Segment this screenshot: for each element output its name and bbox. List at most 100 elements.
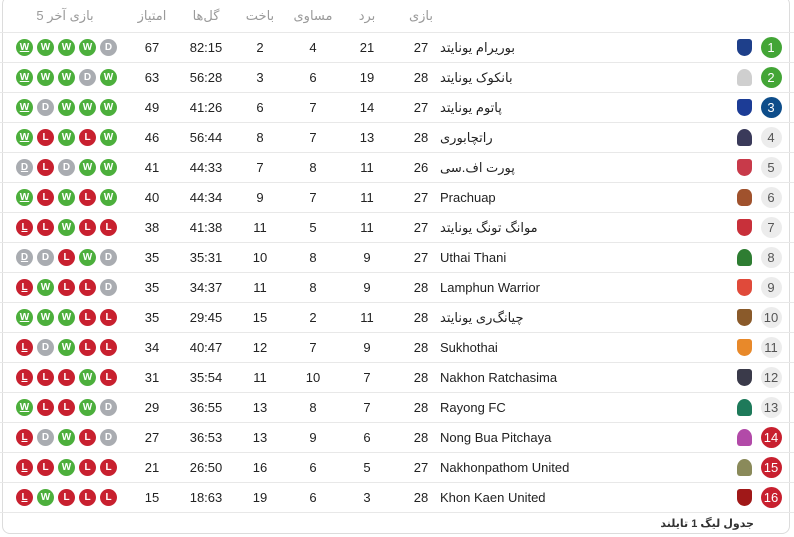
form-badge-win[interactable]: W: [37, 39, 54, 56]
form-badge-loss[interactable]: L: [100, 339, 117, 356]
form-badge-loss[interactable]: L: [58, 489, 75, 506]
team-name[interactable]: پاتوم یونایتد: [440, 99, 502, 115]
form-badge-draw[interactable]: D: [100, 429, 117, 446]
form-badge-loss[interactable]: L: [37, 459, 54, 476]
form-badge-loss[interactable]: L: [79, 459, 96, 476]
header-goals[interactable]: گل‌ها: [192, 8, 220, 23]
header-points[interactable]: امتیاز: [137, 8, 167, 23]
team-name-cell[interactable]: Sukhothai: [440, 333, 730, 362]
form-badge-draw[interactable]: D: [79, 69, 96, 86]
team-name-cell[interactable]: Nakhonpathom United: [440, 453, 730, 482]
form-badge-win[interactable]: W: [79, 399, 96, 416]
team-name[interactable]: موانگ تونگ یونایتد: [440, 219, 538, 235]
form-badge-win[interactable]: W: [37, 309, 54, 326]
form-badge-win[interactable]: W: [16, 189, 33, 206]
form-badge-loss[interactable]: L: [16, 429, 33, 446]
form-badge-draw[interactable]: D: [37, 429, 54, 446]
team-name[interactable]: Rayong FC: [440, 400, 506, 415]
header-played[interactable]: بازی: [408, 8, 434, 23]
form-badge-win[interactable]: W: [79, 159, 96, 176]
form-badge-loss[interactable]: L: [58, 249, 75, 266]
form-badge-win[interactable]: W: [16, 69, 33, 86]
team-name-cell[interactable]: پورت اف.سی: [440, 153, 730, 182]
form-badge-win[interactable]: W: [79, 99, 96, 116]
table-row[interactable]: 4 راتچابوری 28 13 7 8 56:44 46 W L W L W: [0, 123, 794, 153]
table-row[interactable]: 16 Khon Kaen United 28 3 6 19 18:63 15 L W L L L: [0, 483, 794, 513]
form-badge-win[interactable]: W: [100, 129, 117, 146]
table-row[interactable]: 1 بوریرام یونایتد 27 21 4 2 82:15 67 W W W W D: [0, 33, 794, 63]
form-badge-draw[interactable]: D: [37, 249, 54, 266]
form-badge-loss[interactable]: L: [37, 159, 54, 176]
form-badge-loss[interactable]: L: [16, 369, 33, 386]
table-row[interactable]: 15 Nakhonpathom United 27 5 6 16 26:50 21 L L W L L: [0, 453, 794, 483]
form-badge-loss[interactable]: L: [58, 369, 75, 386]
form-badge-loss[interactable]: L: [79, 429, 96, 446]
form-badge-win[interactable]: W: [16, 309, 33, 326]
team-name-cell[interactable]: بوریرام یونایتد: [440, 33, 730, 62]
form-badge-loss[interactable]: L: [100, 459, 117, 476]
team-name-cell[interactable]: چیانگ‌ری یونایتد: [440, 303, 730, 332]
form-badge-win[interactable]: W: [58, 219, 75, 236]
form-badge-loss[interactable]: L: [100, 369, 117, 386]
team-name-cell[interactable]: Nong Bua Pitchaya: [440, 423, 730, 452]
form-badge-loss[interactable]: L: [79, 279, 96, 296]
team-name[interactable]: پورت اف.سی: [440, 159, 515, 175]
team-name[interactable]: Uthai Thani: [440, 250, 507, 265]
form-badge-loss[interactable]: L: [79, 219, 96, 236]
form-badge-win[interactable]: W: [100, 69, 117, 86]
table-row[interactable]: 14 Nong Bua Pitchaya 28 6 9 13 36:53 27 L D W L D: [0, 423, 794, 453]
form-badge-win[interactable]: W: [58, 309, 75, 326]
form-badge-win[interactable]: W: [37, 489, 54, 506]
form-badge-win[interactable]: W: [58, 459, 75, 476]
table-row[interactable]: 3 پاتوم یونایتد 27 14 7 6 41:26 49 W D W W W: [0, 93, 794, 123]
form-badge-win[interactable]: W: [100, 189, 117, 206]
team-name-cell[interactable]: راتچابوری: [440, 123, 730, 152]
team-name-cell[interactable]: Uthai Thani: [440, 243, 730, 272]
team-name[interactable]: راتچابوری: [440, 129, 493, 145]
team-name-cell[interactable]: Lamphun Warrior: [440, 273, 730, 302]
form-badge-win[interactable]: W: [58, 429, 75, 446]
form-badge-draw[interactable]: D: [100, 39, 117, 56]
form-badge-draw[interactable]: D: [37, 99, 54, 116]
form-badge-draw[interactable]: D: [16, 249, 33, 266]
team-name-cell[interactable]: Prachuap: [440, 183, 730, 212]
form-badge-loss[interactable]: L: [100, 309, 117, 326]
form-badge-win[interactable]: W: [16, 129, 33, 146]
form-badge-draw[interactable]: D: [100, 399, 117, 416]
form-badge-win[interactable]: W: [100, 99, 117, 116]
header-lost[interactable]: باخت: [245, 8, 275, 23]
form-badge-loss[interactable]: L: [58, 279, 75, 296]
form-badge-loss[interactable]: L: [79, 129, 96, 146]
form-badge-win[interactable]: W: [58, 129, 75, 146]
form-badge-loss[interactable]: L: [100, 219, 117, 236]
team-name[interactable]: Prachuap: [440, 190, 496, 205]
team-name-cell[interactable]: Nakhon Ratchasima: [440, 363, 730, 392]
team-name-cell[interactable]: پاتوم یونایتد: [440, 93, 730, 122]
form-badge-loss[interactable]: L: [37, 219, 54, 236]
header-drawn[interactable]: مساوی: [293, 8, 333, 23]
form-badge-win[interactable]: W: [16, 399, 33, 416]
form-badge-win[interactable]: W: [79, 249, 96, 266]
form-badge-draw[interactable]: D: [100, 249, 117, 266]
table-row[interactable]: 2 بانکوک یونایتد 28 19 6 3 56:28 63 W W W D W: [0, 63, 794, 93]
team-name[interactable]: Lamphun Warrior: [440, 280, 540, 295]
form-badge-loss[interactable]: L: [79, 189, 96, 206]
table-row[interactable]: 8 Uthai Thani 27 9 8 10 35:31 35 D D L W D: [0, 243, 794, 273]
form-badge-win[interactable]: W: [79, 39, 96, 56]
form-badge-win[interactable]: W: [79, 369, 96, 386]
form-badge-win[interactable]: W: [58, 39, 75, 56]
form-badge-win[interactable]: W: [100, 159, 117, 176]
form-badge-loss[interactable]: L: [100, 489, 117, 506]
form-badge-loss[interactable]: L: [37, 189, 54, 206]
form-badge-win[interactable]: W: [58, 99, 75, 116]
team-name[interactable]: Nong Bua Pitchaya: [440, 430, 552, 445]
team-name-cell[interactable]: بانکوک یونایتد: [440, 63, 730, 92]
form-badge-win[interactable]: W: [16, 39, 33, 56]
header-won[interactable]: برد: [358, 8, 376, 23]
form-badge-loss[interactable]: L: [16, 219, 33, 236]
team-name[interactable]: چیانگ‌ری یونایتد: [440, 309, 524, 325]
table-row[interactable]: 5 پورت اف.سی 26 11 8 7 44:33 41 D L D W W: [0, 153, 794, 183]
table-row[interactable]: 6 Prachuap 27 11 7 9 44:34 40 W L W L W: [0, 183, 794, 213]
form-badge-draw[interactable]: D: [100, 279, 117, 296]
team-name[interactable]: Khon Kaen United: [440, 490, 546, 505]
